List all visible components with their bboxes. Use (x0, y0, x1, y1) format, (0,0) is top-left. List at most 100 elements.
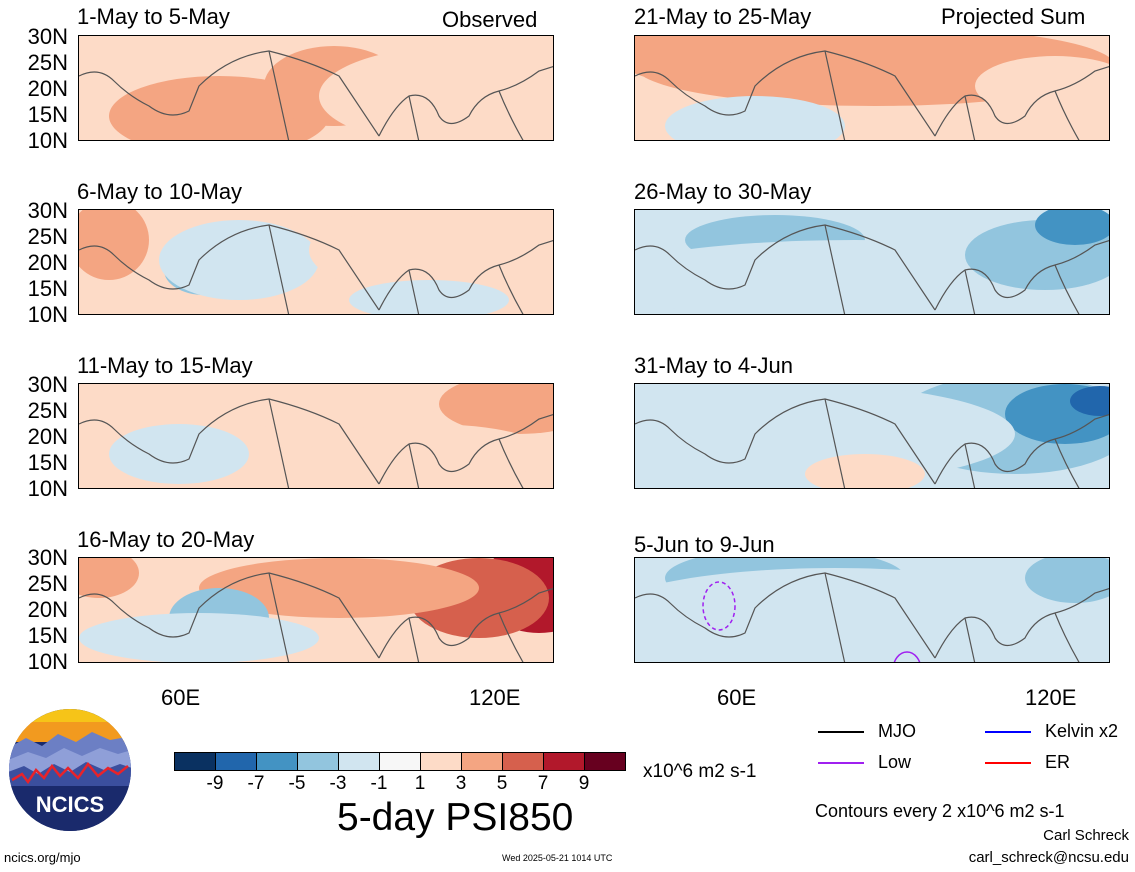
map-panel-2 (78, 209, 554, 315)
lon-label-right-120e: 120E (1025, 685, 1077, 710)
legend-label-kelvin: Kelvin x2 (1045, 721, 1119, 741)
anomaly-region (439, 384, 553, 434)
anomaly-region (79, 558, 139, 598)
author-name: Carl Schreck (1043, 827, 1129, 844)
map-field (79, 36, 553, 140)
legend-label-mjo: MJO (878, 721, 916, 741)
map-field (79, 384, 553, 488)
colorbar-tick-label: -5 (288, 773, 306, 794)
legend-line-low (818, 762, 864, 764)
panel-title-4: 16-May to 20-May (77, 527, 255, 552)
lat-label: 15N (27, 102, 68, 127)
map-field (635, 558, 1109, 662)
lat-label: 10N (27, 649, 68, 674)
lon-label-left-60e: 60E (161, 685, 201, 710)
colorbar-tick-label: 1 (414, 773, 426, 794)
colorbar-swatch (297, 752, 339, 771)
lat-label: 10N (27, 476, 68, 501)
anomaly-region (975, 56, 1109, 116)
legend-line-er (985, 762, 1031, 764)
map-field (79, 210, 553, 314)
panel-title-6: 26-May to 30-May (634, 179, 812, 204)
map-panel-6 (634, 209, 1110, 315)
colorbar-tick-label: -1 (370, 773, 388, 794)
colorbar-swatch (543, 752, 585, 771)
map-panel-8 (634, 557, 1110, 663)
map-panel-5 (634, 35, 1110, 141)
lat-label: 10N (27, 302, 68, 327)
colorbar-swatch (379, 752, 421, 771)
anomaly-region (89, 384, 269, 429)
coastline (79, 572, 553, 662)
anomaly-region (635, 384, 1015, 484)
map-panel-3 (78, 383, 554, 489)
lat-label: 25N (27, 224, 68, 249)
lat-label: 15N (27, 276, 68, 301)
legend-line-mjo (818, 731, 864, 733)
colorbar-swatch (338, 752, 380, 771)
colorbar-tick-label: 3 (455, 773, 467, 794)
lat-label: 20N (27, 424, 68, 449)
colorbar-tick-label: 9 (578, 773, 590, 794)
anomaly-region (319, 46, 553, 140)
anomaly-region (309, 210, 489, 290)
logo-text: NCICS (36, 792, 104, 817)
contour-note: Contours every 2 x10^6 m2 s-1 (815, 801, 1065, 821)
projected-label: Projected Sum (941, 4, 1086, 29)
lat-label: 25N (27, 50, 68, 75)
colorbar-swatch (420, 752, 462, 771)
anomaly-region (665, 96, 845, 140)
map-field (79, 558, 553, 662)
map-field (635, 36, 1109, 140)
observed-label: Observed (442, 7, 538, 32)
main-title: 5-day PSI850 (337, 796, 574, 839)
lat-label: 10N (27, 128, 68, 153)
coastline (635, 50, 1109, 140)
anomaly-region (1035, 210, 1109, 245)
lat-label: 20N (27, 597, 68, 622)
panel-title-7: 31-May to 4-Jun (634, 353, 793, 378)
anomaly-region (635, 36, 735, 81)
colorbar-tick-label: 5 (496, 773, 508, 794)
low-contour (893, 651, 921, 662)
colorbar-tick-label: -3 (329, 773, 347, 794)
lat-label: 30N (27, 198, 68, 223)
lat-label: 30N (27, 24, 68, 49)
colorbar-tick-label: -7 (247, 773, 265, 794)
anomaly-region (805, 454, 925, 488)
map-field (635, 384, 1109, 488)
coastline (635, 224, 1109, 314)
colorbar-units: x10^6 m2 s-1 (643, 761, 757, 782)
panel-title-1: 1-May to 5-May (77, 4, 230, 29)
legend-label-low: Low (878, 752, 912, 772)
lat-label: 25N (27, 571, 68, 596)
coastline (635, 572, 1109, 662)
lon-label-left-120e: 120E (469, 685, 521, 710)
colorbar-swatch (215, 752, 257, 771)
lat-label: 25N (27, 398, 68, 423)
author-email[interactable]: carl_schreck@ncsu.edu (968, 849, 1129, 866)
low-contour (702, 581, 736, 631)
site-link[interactable]: ncics.org/mjo (4, 850, 81, 865)
lat-label: 20N (27, 250, 68, 275)
anomaly-region (349, 280, 509, 314)
legend-line-kelvin (985, 731, 1031, 733)
anomaly-region (79, 613, 319, 662)
lat-label: 30N (27, 372, 68, 397)
lat-label: 15N (27, 623, 68, 648)
anomaly-region (635, 568, 1075, 662)
panel-title-2: 6-May to 10-May (77, 179, 243, 204)
lat-label: 15N (27, 450, 68, 475)
panel-title-5: 21-May to 25-May (634, 4, 812, 29)
colorbar-swatch (174, 752, 216, 771)
lat-label: 20N (27, 76, 68, 101)
colorbar-tick-label: -9 (206, 773, 224, 794)
legend-label-er: ER (1045, 752, 1071, 772)
anomaly-region (529, 230, 553, 270)
colorbar-swatch (502, 752, 544, 771)
anomaly-region (109, 424, 249, 484)
panel-title-8: 5-Jun to 9-Jun (634, 532, 775, 557)
anomaly-region (159, 220, 319, 300)
lat-label: 30N (27, 545, 68, 570)
ncics-logo: NCICS (8, 708, 132, 832)
